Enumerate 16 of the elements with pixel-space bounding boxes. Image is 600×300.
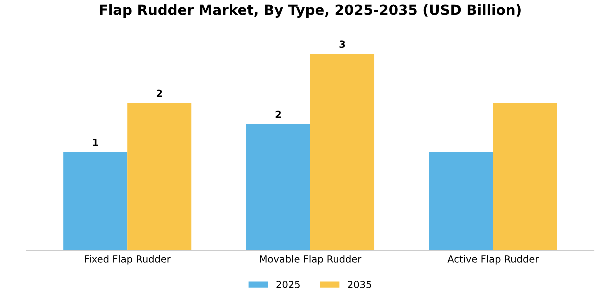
bar [310,54,375,250]
legend-label: 2035 [348,281,372,288]
x-tick-label: Movable Flap Rudder [260,255,362,265]
chart-title: Flap Rudder Market, By Type, 2025-2035 (USD Billion) [100,4,521,18]
x-tick-label: Active Flap Rudder [448,255,540,265]
data-label: 3 [340,40,346,48]
data-label: 2 [156,90,162,98]
bar [128,103,192,250]
bar [493,103,558,250]
bar [64,152,128,250]
bar [246,124,310,250]
x-tick-label: Fixed Flap Rudder [85,255,171,265]
data-label: 2 [276,110,282,118]
legend-label: 2025 [276,281,300,288]
bar [429,152,494,250]
data-label: 1 [93,139,98,146]
